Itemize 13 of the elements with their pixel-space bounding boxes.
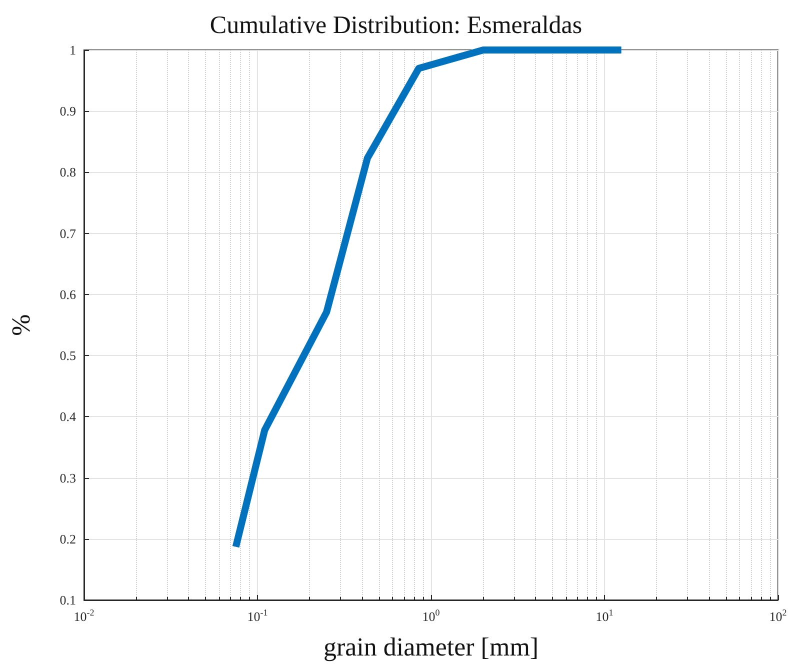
x-axis-title: grain diameter [mm] xyxy=(323,632,539,662)
y-tick-label: 0.5 xyxy=(60,348,76,364)
y-axis-title: % xyxy=(6,314,36,336)
y-tick-label: 1 xyxy=(70,42,76,58)
y-tick-label: 0.7 xyxy=(60,226,76,241)
y-tick-label: 0.8 xyxy=(60,164,76,180)
chart-title: Cumulative Distribution: Esmeraldas xyxy=(210,12,582,39)
y-tick-label: 0.3 xyxy=(60,470,76,486)
y-tick-label: 0.6 xyxy=(60,286,76,302)
y-tick-label: 0.1 xyxy=(60,592,76,608)
y-tick-label: 0.9 xyxy=(60,104,76,119)
y-tick-label: 0.4 xyxy=(60,409,76,424)
y-tick-label: 0.2 xyxy=(60,531,76,546)
